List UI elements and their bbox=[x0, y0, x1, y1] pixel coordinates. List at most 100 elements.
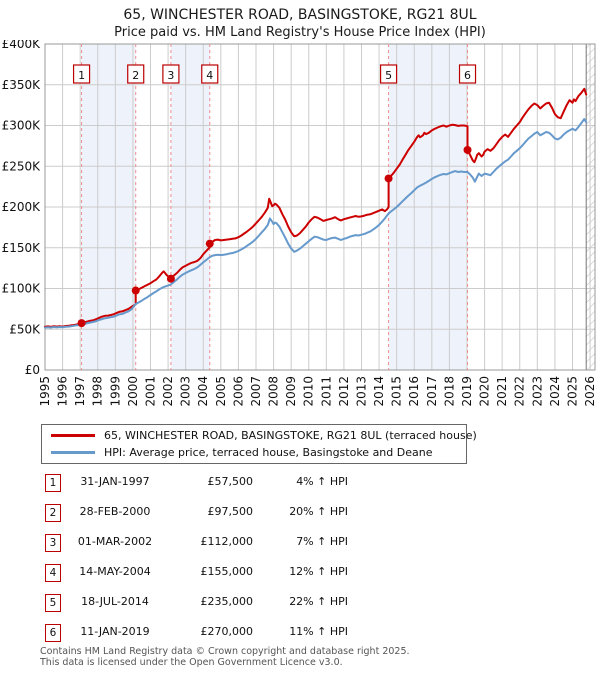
hpi-line-swatch bbox=[51, 451, 95, 455]
sale-marker-box bbox=[458, 64, 477, 84]
y-axis-label: £150K bbox=[2, 241, 42, 255]
table-row: 3 01-MAR-2002 £112,000 7% ↑ HPI bbox=[0, 531, 600, 561]
x-axis-label: 2013 bbox=[354, 376, 368, 407]
y-axis-label: £50K bbox=[9, 322, 41, 336]
x-axis-label: 2003 bbox=[179, 376, 193, 407]
sale-hpi-delta: 22% ↑ HPI bbox=[289, 595, 348, 608]
sale-price: £270,000 bbox=[200, 625, 254, 638]
sale-hpi-delta: 11% ↑ HPI bbox=[289, 625, 348, 638]
legend-label: HPI: Average price, terraced house, Basi… bbox=[104, 446, 433, 460]
sale-date: 01-MAR-2002 bbox=[77, 535, 153, 548]
sale-marker-box bbox=[379, 64, 398, 84]
y-axis-label: £0 bbox=[25, 363, 40, 377]
x-axis-label: 2023 bbox=[530, 376, 544, 407]
sale-number-badge: 4 bbox=[45, 564, 61, 582]
price-history-chart: 1 2 3 4 5 6 £0 £50K £100K £150K £200K £250K £300K £35… bbox=[2, 40, 597, 407]
x-axis-label: 2019 bbox=[460, 376, 474, 407]
chart-legend: 65, WINCHESTER ROAD, BASINGSTOKE, RG21 8… bbox=[41, 424, 477, 464]
plot-border bbox=[44, 43, 596, 371]
sale-marker-box bbox=[162, 64, 180, 84]
y-axis-label: £100K bbox=[2, 282, 42, 296]
future-no-data-region bbox=[586, 44, 595, 370]
x-axis-label: 2010 bbox=[302, 376, 316, 407]
sale-marker-number: 4 bbox=[206, 69, 213, 82]
x-axis-label: 2015 bbox=[390, 376, 404, 407]
x-axis-label: 2007 bbox=[249, 376, 263, 407]
sale-hpi-delta: 12% ↑ HPI bbox=[289, 565, 348, 578]
sales-table: 1 31-JAN-1997 £57,500 4% ↑ HPI 2 28-FEB-2000 £… bbox=[0, 471, 600, 651]
sale-price: £155,000 bbox=[200, 565, 254, 578]
legend-label: 65, WINCHESTER ROAD, BASINGSTOKE, RG21 8… bbox=[104, 428, 477, 442]
sale-price: £57,500 bbox=[207, 475, 254, 488]
footer-line-2: This data is licensed under the Open Gov… bbox=[40, 657, 343, 668]
x-axis-label: 2001 bbox=[143, 376, 157, 407]
footer-line-1: Contains HM Land Registry data © Crown c… bbox=[40, 646, 410, 657]
sale-price: £97,500 bbox=[207, 505, 254, 518]
sale-hpi-delta: 7% ↑ HPI bbox=[296, 535, 348, 548]
x-axis-label: 1995 bbox=[38, 376, 52, 407]
sale-marker-box bbox=[201, 64, 219, 84]
legend-item-price: 65, WINCHESTER ROAD, BASINGSTOKE, RG21 8… bbox=[42, 427, 477, 444]
sale-number-badge: 2 bbox=[45, 504, 61, 522]
sale-marker-box bbox=[127, 64, 145, 84]
sale-number-badge: 6 bbox=[45, 624, 61, 642]
y-axis-label: £400K bbox=[2, 40, 42, 51]
sale-date: 31-JAN-1997 bbox=[80, 475, 150, 488]
sale-date: 11-JAN-2019 bbox=[80, 625, 150, 638]
x-axis-label: 2020 bbox=[478, 376, 492, 407]
sale-date: 18-JUL-2014 bbox=[81, 595, 149, 608]
x-axis-label: 2002 bbox=[161, 376, 175, 407]
sale-price: £112,000 bbox=[200, 535, 254, 548]
table-row: 5 18-JUL-2014 £235,000 22% ↑ HPI bbox=[0, 591, 600, 621]
x-axis-label: 2022 bbox=[513, 376, 527, 407]
x-axis-label: 2017 bbox=[425, 376, 439, 407]
x-axis-label: 2000 bbox=[126, 376, 140, 407]
x-axis-label: 2026 bbox=[583, 376, 597, 407]
legend-item-hpi: HPI: Average price, terraced house, Basi… bbox=[42, 444, 466, 461]
y-axis-label: £200K bbox=[2, 200, 42, 214]
x-axis-label: 2021 bbox=[495, 376, 509, 407]
x-axis-label: 2005 bbox=[214, 376, 228, 407]
x-axis-label: 2012 bbox=[337, 376, 351, 407]
license-footer: Contains HM Land Registry data © Crown c… bbox=[40, 646, 595, 668]
sale-marker-number: 1 bbox=[78, 69, 85, 82]
x-axis-label: 2006 bbox=[231, 376, 245, 407]
x-axis-label: 2014 bbox=[372, 376, 386, 407]
sale-date: 28-FEB-2000 bbox=[79, 505, 151, 518]
sale-point-dot bbox=[205, 239, 214, 248]
x-axis-label: 1997 bbox=[73, 376, 87, 407]
y-axis-label: £250K bbox=[2, 159, 42, 173]
x-axis-label: 1998 bbox=[91, 376, 105, 407]
sale-point-dot bbox=[166, 274, 175, 283]
sale-hpi-delta: 4% ↑ HPI bbox=[296, 475, 348, 488]
x-axis-label: 2016 bbox=[407, 376, 421, 407]
x-axis-label: 2011 bbox=[319, 376, 333, 407]
x-axis-label: 2008 bbox=[267, 376, 281, 407]
sale-price: £235,000 bbox=[200, 595, 254, 608]
page-subtitle: Price paid vs. HM Land Registry's House … bbox=[114, 25, 486, 40]
x-axis-label: 2009 bbox=[284, 376, 298, 407]
x-axis-label: 2018 bbox=[442, 376, 456, 407]
sale-date: 14-MAY-2004 bbox=[79, 565, 151, 578]
y-axis-label: £350K bbox=[2, 78, 42, 92]
table-row: 1 31-JAN-1997 £57,500 4% ↑ HPI bbox=[0, 471, 600, 501]
x-axis-label: 2024 bbox=[548, 376, 562, 407]
y-axis-label: £300K bbox=[2, 119, 42, 133]
sale-point-dot bbox=[384, 174, 393, 183]
table-row: 4 14-MAY-2004 £155,000 12% ↑ HPI bbox=[0, 561, 600, 591]
sale-marker-number: 6 bbox=[464, 69, 471, 82]
table-row: 6 11-JAN-2019 £270,000 11% ↑ HPI bbox=[0, 621, 600, 651]
sale-number-badge: 3 bbox=[45, 534, 61, 552]
page-title: 65, WINCHESTER ROAD, BASINGSTOKE, RG21 8… bbox=[123, 7, 477, 23]
sale-marker-number: 5 bbox=[385, 69, 392, 82]
sale-marker-number: 2 bbox=[132, 69, 139, 82]
table-row: 2 28-FEB-2000 £97,500 20% ↑ HPI bbox=[0, 501, 600, 531]
sale-point-dot bbox=[463, 145, 472, 154]
hpi-line bbox=[44, 118, 588, 329]
price-line-swatch bbox=[51, 433, 95, 437]
x-axis-label: 2025 bbox=[565, 376, 579, 407]
x-axis-label: 2004 bbox=[196, 376, 210, 407]
sale-point-dot bbox=[77, 319, 86, 328]
sale-point-dot bbox=[131, 286, 140, 295]
